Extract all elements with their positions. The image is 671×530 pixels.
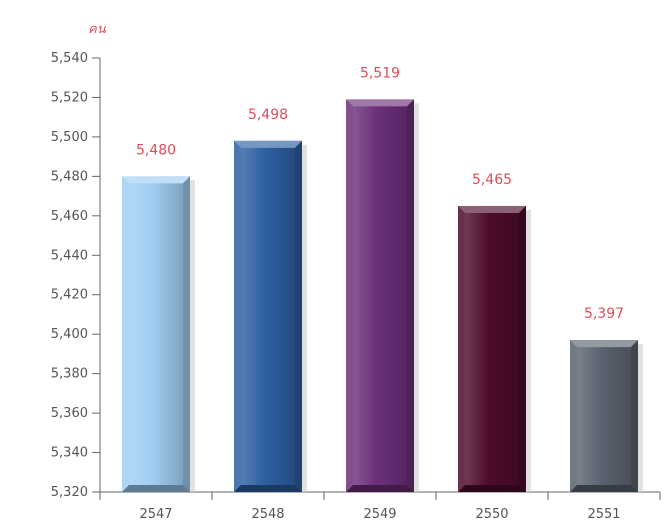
data-label: 5,465 [472,172,512,188]
bar-bevel-top [234,140,302,148]
x-tick-label: 2547 [139,507,172,522]
y-tick-label: 5,460 [51,209,88,224]
x-tick-label: 2548 [251,507,284,522]
y-tick-label: 5,420 [51,288,88,303]
y-unit-label: คน [88,22,107,37]
bar-body [234,140,302,492]
bar-body [570,340,638,492]
bar-bevel-right [183,176,190,492]
bar-body [122,176,190,492]
bar-body [458,205,526,493]
data-label: 5,498 [248,107,288,123]
y-tick-label: 5,480 [51,169,88,184]
bar-bevel-left [458,205,465,493]
bar-bevel-top [458,205,526,213]
bar-bevel-left [570,340,577,492]
y-tick-label: 5,380 [51,367,88,382]
bar-bevel-left [346,99,353,492]
bar-bevel-right [631,340,638,492]
bars [122,99,643,493]
data-label: 5,480 [136,142,176,158]
y-tick-label: 5,540 [51,51,88,66]
bar-bevel-top [122,176,190,184]
y-tick-label: 5,520 [51,90,88,105]
data-label: 5,397 [584,306,624,322]
bar-bevel-bottom [122,485,190,492]
bar-bevel-top [570,340,638,348]
bar-bevel-bottom [234,485,302,492]
x-tick-label: 2549 [363,507,396,522]
bar [234,140,307,492]
bar [122,176,195,492]
x-tick-label: 2550 [475,507,508,522]
bar [346,99,419,492]
x-tick-label: 2551 [587,507,620,522]
y-tick-label: 5,340 [51,446,88,461]
data-label: 5,519 [360,65,400,81]
bar-bevel-top [346,99,414,107]
y-tick-label: 5,400 [51,327,88,342]
x-axis: 2547 2548 2549 2550 2551 [99,491,661,522]
bar [570,340,643,492]
bar-bevel-right [407,99,414,492]
y-axis: 5,320 5,340 5,360 5,380 5,400 5,420 5,440 5,460… [51,51,101,500]
bar-bevel-bottom [570,485,638,492]
bar-bevel-left [234,140,241,492]
bar-bevel-right [519,205,526,493]
y-tick-label: 5,320 [51,485,88,500]
bar-body [346,99,414,492]
y-tick-label: 5,500 [51,130,88,145]
y-tick-label: 5,360 [51,406,88,421]
value-labels: 5,480 5,498 5,519 5,465 5,397 [136,65,624,322]
bar-bevel-left [122,176,129,492]
bar-bevel-bottom [346,485,414,492]
bar-bevel-right [295,140,302,492]
y-tick-label: 5,440 [51,248,88,263]
bar-bevel-bottom [458,485,526,492]
bar [458,205,531,493]
